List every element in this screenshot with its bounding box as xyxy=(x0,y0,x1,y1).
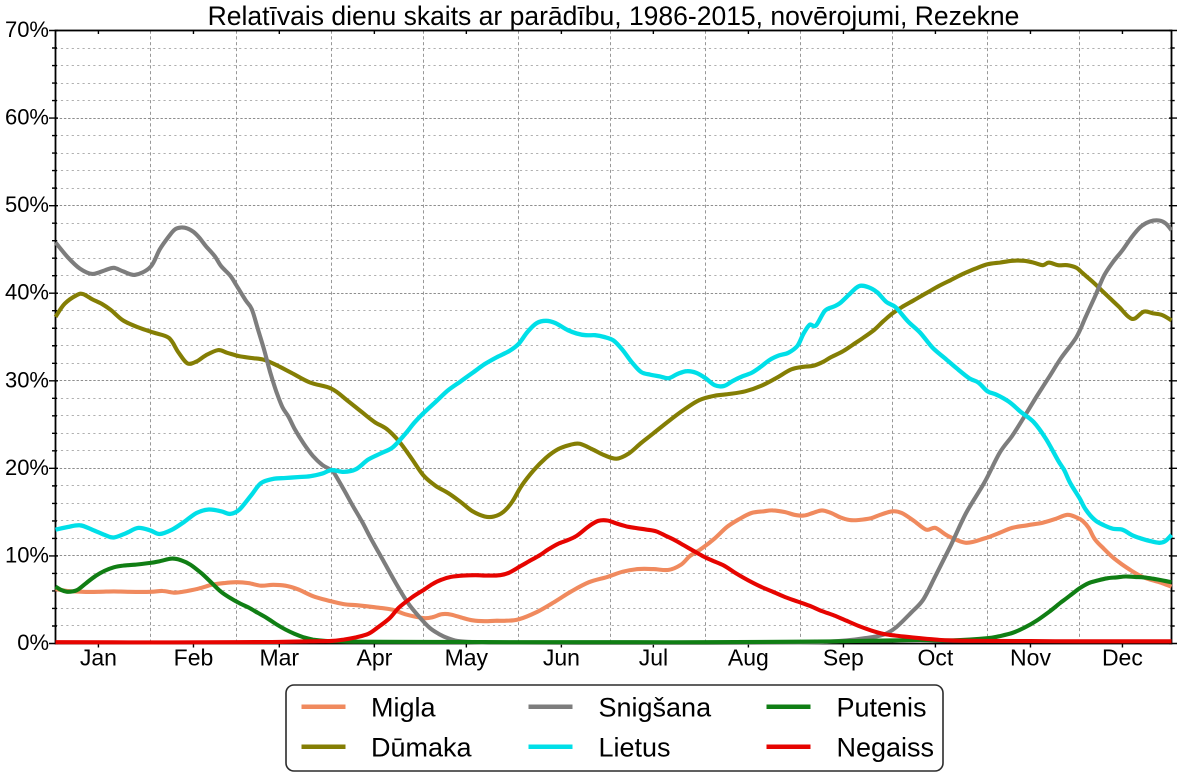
svg-text:Oct: Oct xyxy=(918,645,954,671)
svg-text:20%: 20% xyxy=(5,455,49,480)
svg-text:30%: 30% xyxy=(5,367,49,392)
svg-text:Lietus: Lietus xyxy=(599,733,671,763)
svg-text:Apr: Apr xyxy=(357,645,393,671)
svg-text:70%: 70% xyxy=(5,17,49,42)
svg-text:Putenis: Putenis xyxy=(837,693,927,723)
svg-text:Negaiss: Negaiss xyxy=(837,733,935,763)
svg-text:50%: 50% xyxy=(5,192,49,217)
svg-text:Jan: Jan xyxy=(80,645,117,671)
svg-text:Sep: Sep xyxy=(823,645,864,671)
svg-text:Aug: Aug xyxy=(728,645,769,671)
svg-text:Migla: Migla xyxy=(371,693,437,723)
svg-text:0%: 0% xyxy=(17,630,49,655)
svg-text:40%: 40% xyxy=(5,280,49,305)
svg-text:Mar: Mar xyxy=(259,645,299,671)
svg-text:Dūmaka: Dūmaka xyxy=(371,733,473,763)
svg-text:Nov: Nov xyxy=(1010,645,1051,671)
svg-text:Relatīvais dienu skaits ar par: Relatīvais dienu skaits ar parādību, 198… xyxy=(208,1,1020,31)
svg-text:Snigšana: Snigšana xyxy=(599,693,713,723)
svg-text:Feb: Feb xyxy=(174,645,214,671)
svg-text:60%: 60% xyxy=(5,105,49,130)
svg-text:Jul: Jul xyxy=(639,645,668,671)
svg-text:Jun: Jun xyxy=(543,645,580,671)
svg-text:Dec: Dec xyxy=(1102,645,1143,671)
svg-text:10%: 10% xyxy=(5,542,49,567)
svg-text:May: May xyxy=(445,645,489,671)
